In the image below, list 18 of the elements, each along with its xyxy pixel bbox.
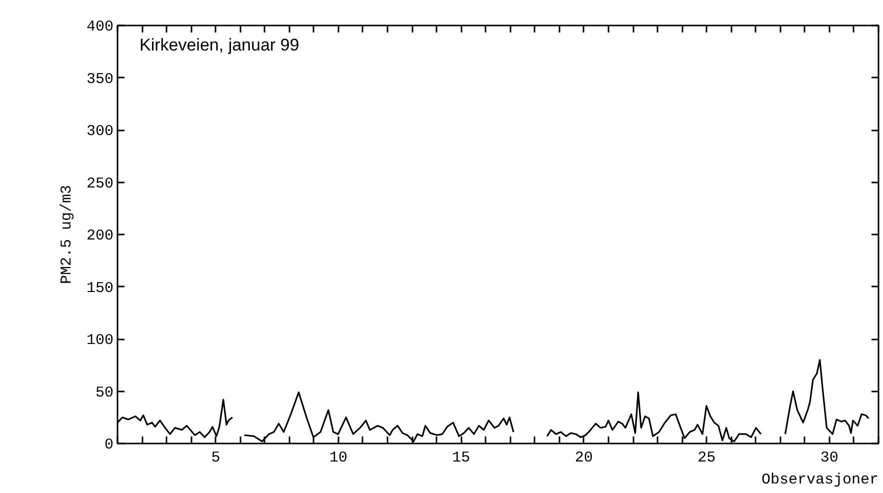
- y-tick-label: 350: [86, 70, 114, 88]
- y-tick-label: 150: [86, 280, 114, 297]
- x-tick-label: 5: [211, 450, 220, 466]
- y-tick-label: 300: [86, 123, 114, 140]
- x-tick-label: 30: [820, 450, 838, 466]
- x-tick-label: 20: [574, 450, 593, 466]
- y-tick-label: 200: [86, 228, 114, 244]
- y-axis-title: PM2.5 ug/m3: [58, 184, 76, 284]
- y-tick-label: 0: [104, 436, 114, 454]
- y-tick-label: 50: [95, 384, 114, 402]
- x-tick-label: 10: [329, 450, 348, 466]
- y-tick-label: 100: [86, 332, 114, 349]
- x-tick-label: 15: [452, 450, 470, 466]
- y-tick-label: 250: [86, 175, 114, 192]
- y-tick-label: 400: [86, 18, 114, 36]
- x-tick-label: 25: [698, 450, 716, 466]
- x-axis-title: Observasjoner: [761, 472, 879, 488]
- text: Kirkeveien, januar 99: [140, 36, 300, 54]
